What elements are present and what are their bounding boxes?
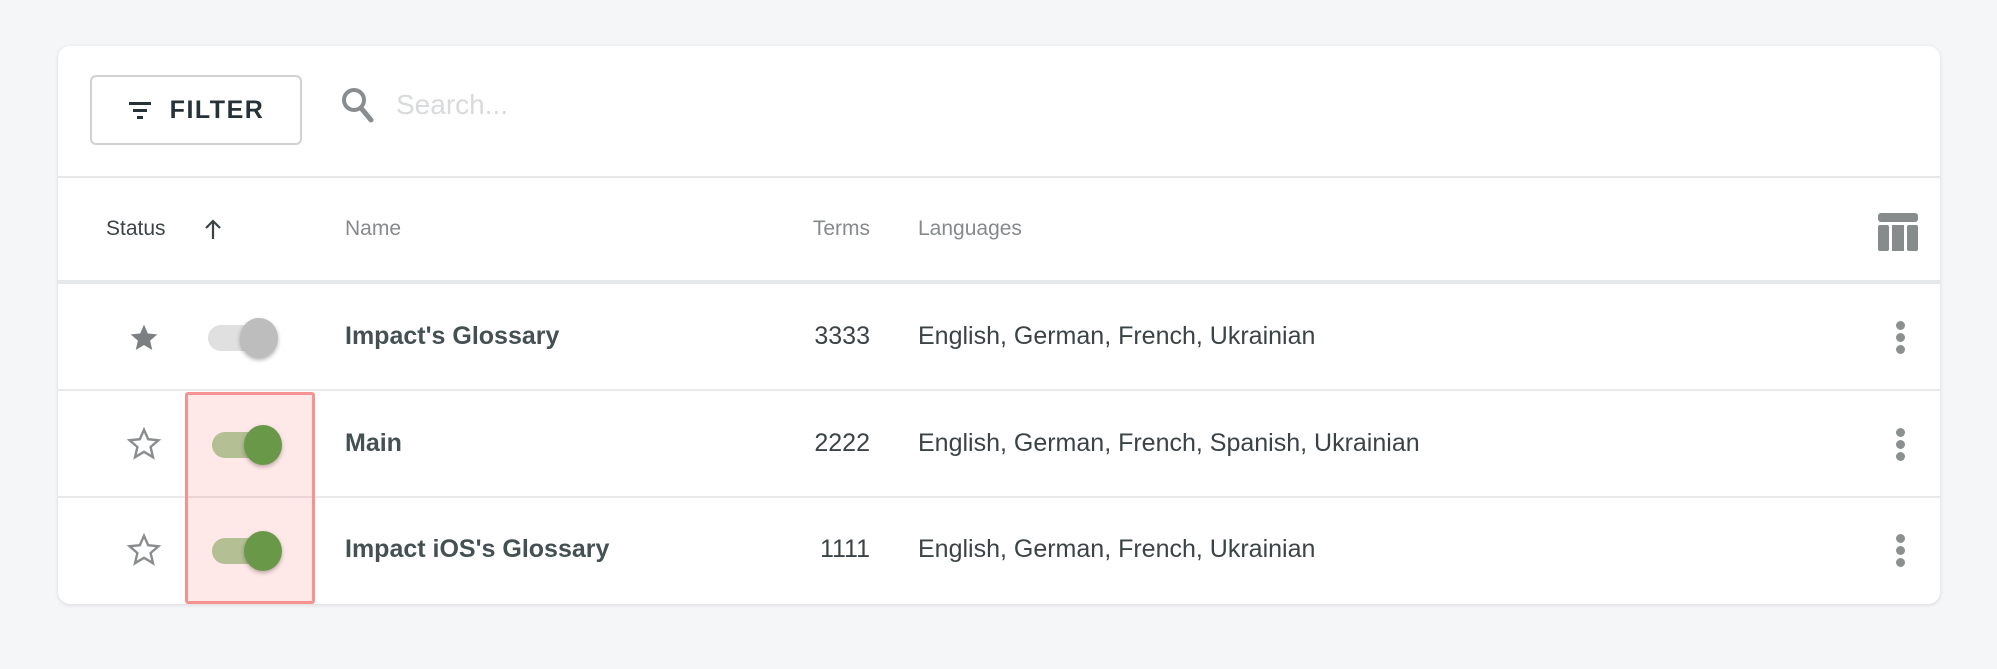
more-options-icon[interactable]: [1894, 534, 1906, 570]
more-options-icon[interactable]: [1894, 428, 1906, 464]
filter-label: FILTER: [169, 95, 265, 124]
enabled-toggle[interactable]: [208, 424, 284, 465]
filter-button[interactable]: FILTER: [90, 75, 302, 145]
star-filled-icon[interactable]: [128, 322, 160, 354]
glossary-name[interactable]: Impact's Glossary: [345, 322, 560, 350]
table-row[interactable]: Impact iOS's Glossary 1111 English, Germ…: [58, 497, 1940, 602]
enabled-toggle[interactable]: [204, 317, 280, 358]
enabled-toggle[interactable]: [208, 530, 284, 571]
column-header-terms[interactable]: Terms: [812, 217, 870, 240]
toolbar: FILTER: [58, 46, 1940, 178]
columns-icon[interactable]: [1878, 213, 1918, 251]
column-header-name[interactable]: Name: [345, 217, 402, 240]
terms-count: 3333: [814, 322, 870, 350]
search-input[interactable]: [394, 88, 1298, 122]
glossary-name[interactable]: Impact iOS's Glossary: [345, 535, 610, 563]
languages: English, German, French, Spanish, Ukrain…: [918, 429, 1420, 457]
glossary-table-card: FILTER Status Name Terms Languages Impac…: [58, 46, 1940, 604]
star-outline-icon[interactable]: [126, 426, 162, 462]
languages: English, German, French, Ukrainian: [918, 535, 1316, 563]
table-row[interactable]: Main 2222 English, German, French, Spani…: [58, 391, 1940, 498]
search-box: [340, 86, 1298, 124]
glossary-name[interactable]: Main: [345, 429, 402, 457]
star-outline-icon[interactable]: [126, 532, 162, 568]
column-header-status[interactable]: Status: [106, 217, 166, 240]
column-header-languages[interactable]: Languages: [918, 217, 1022, 240]
sort-ascending-icon[interactable]: [204, 218, 222, 240]
search-icon: [342, 88, 374, 123]
filter-icon: [128, 102, 151, 119]
terms-count: 1111: [819, 535, 870, 563]
terms-count: 2222: [814, 429, 870, 457]
table-header: Status Name Terms Languages: [58, 178, 1940, 284]
more-options-icon[interactable]: [1894, 321, 1906, 357]
languages: English, German, French, Ukrainian: [918, 322, 1316, 350]
table-row[interactable]: Impact's Glossary 3333 English, German, …: [58, 284, 1940, 391]
